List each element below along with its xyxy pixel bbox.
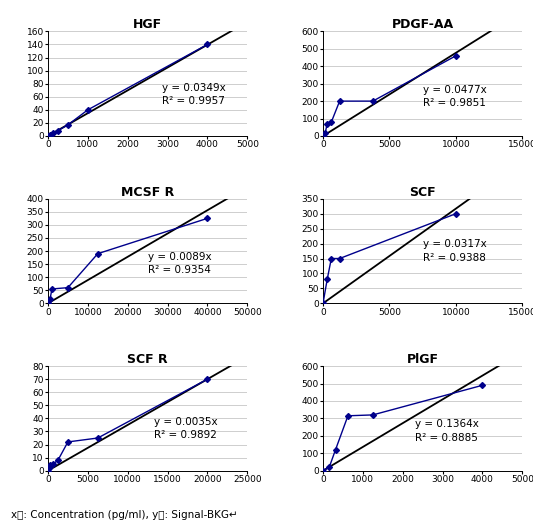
Title: PlGF: PlGF [407,353,439,366]
Title: HGF: HGF [133,18,162,31]
Text: x輸: Concentration (pg/ml), y輸: Signal-BKG↵: x輸: Concentration (pg/ml), y輸: Signal-BK… [11,510,237,520]
Text: y = 0.0035x
R² = 0.9892: y = 0.0035x R² = 0.9892 [154,417,217,440]
Title: MCSF R: MCSF R [121,186,174,199]
Text: y = 0.0317x
R² = 0.9388: y = 0.0317x R² = 0.9388 [423,240,487,263]
Text: y = 0.1364x
R² = 0.8885: y = 0.1364x R² = 0.8885 [415,419,479,442]
Text: y = 0.0349x
R² = 0.9957: y = 0.0349x R² = 0.9957 [161,83,225,106]
Title: SCF: SCF [409,186,436,199]
Text: y = 0.0477x
R² = 0.9851: y = 0.0477x R² = 0.9851 [423,85,487,108]
Title: PDGF-AA: PDGF-AA [392,18,454,31]
Title: SCF R: SCF R [127,353,168,366]
Text: y = 0.0089x
R² = 0.9354: y = 0.0089x R² = 0.9354 [148,252,211,275]
